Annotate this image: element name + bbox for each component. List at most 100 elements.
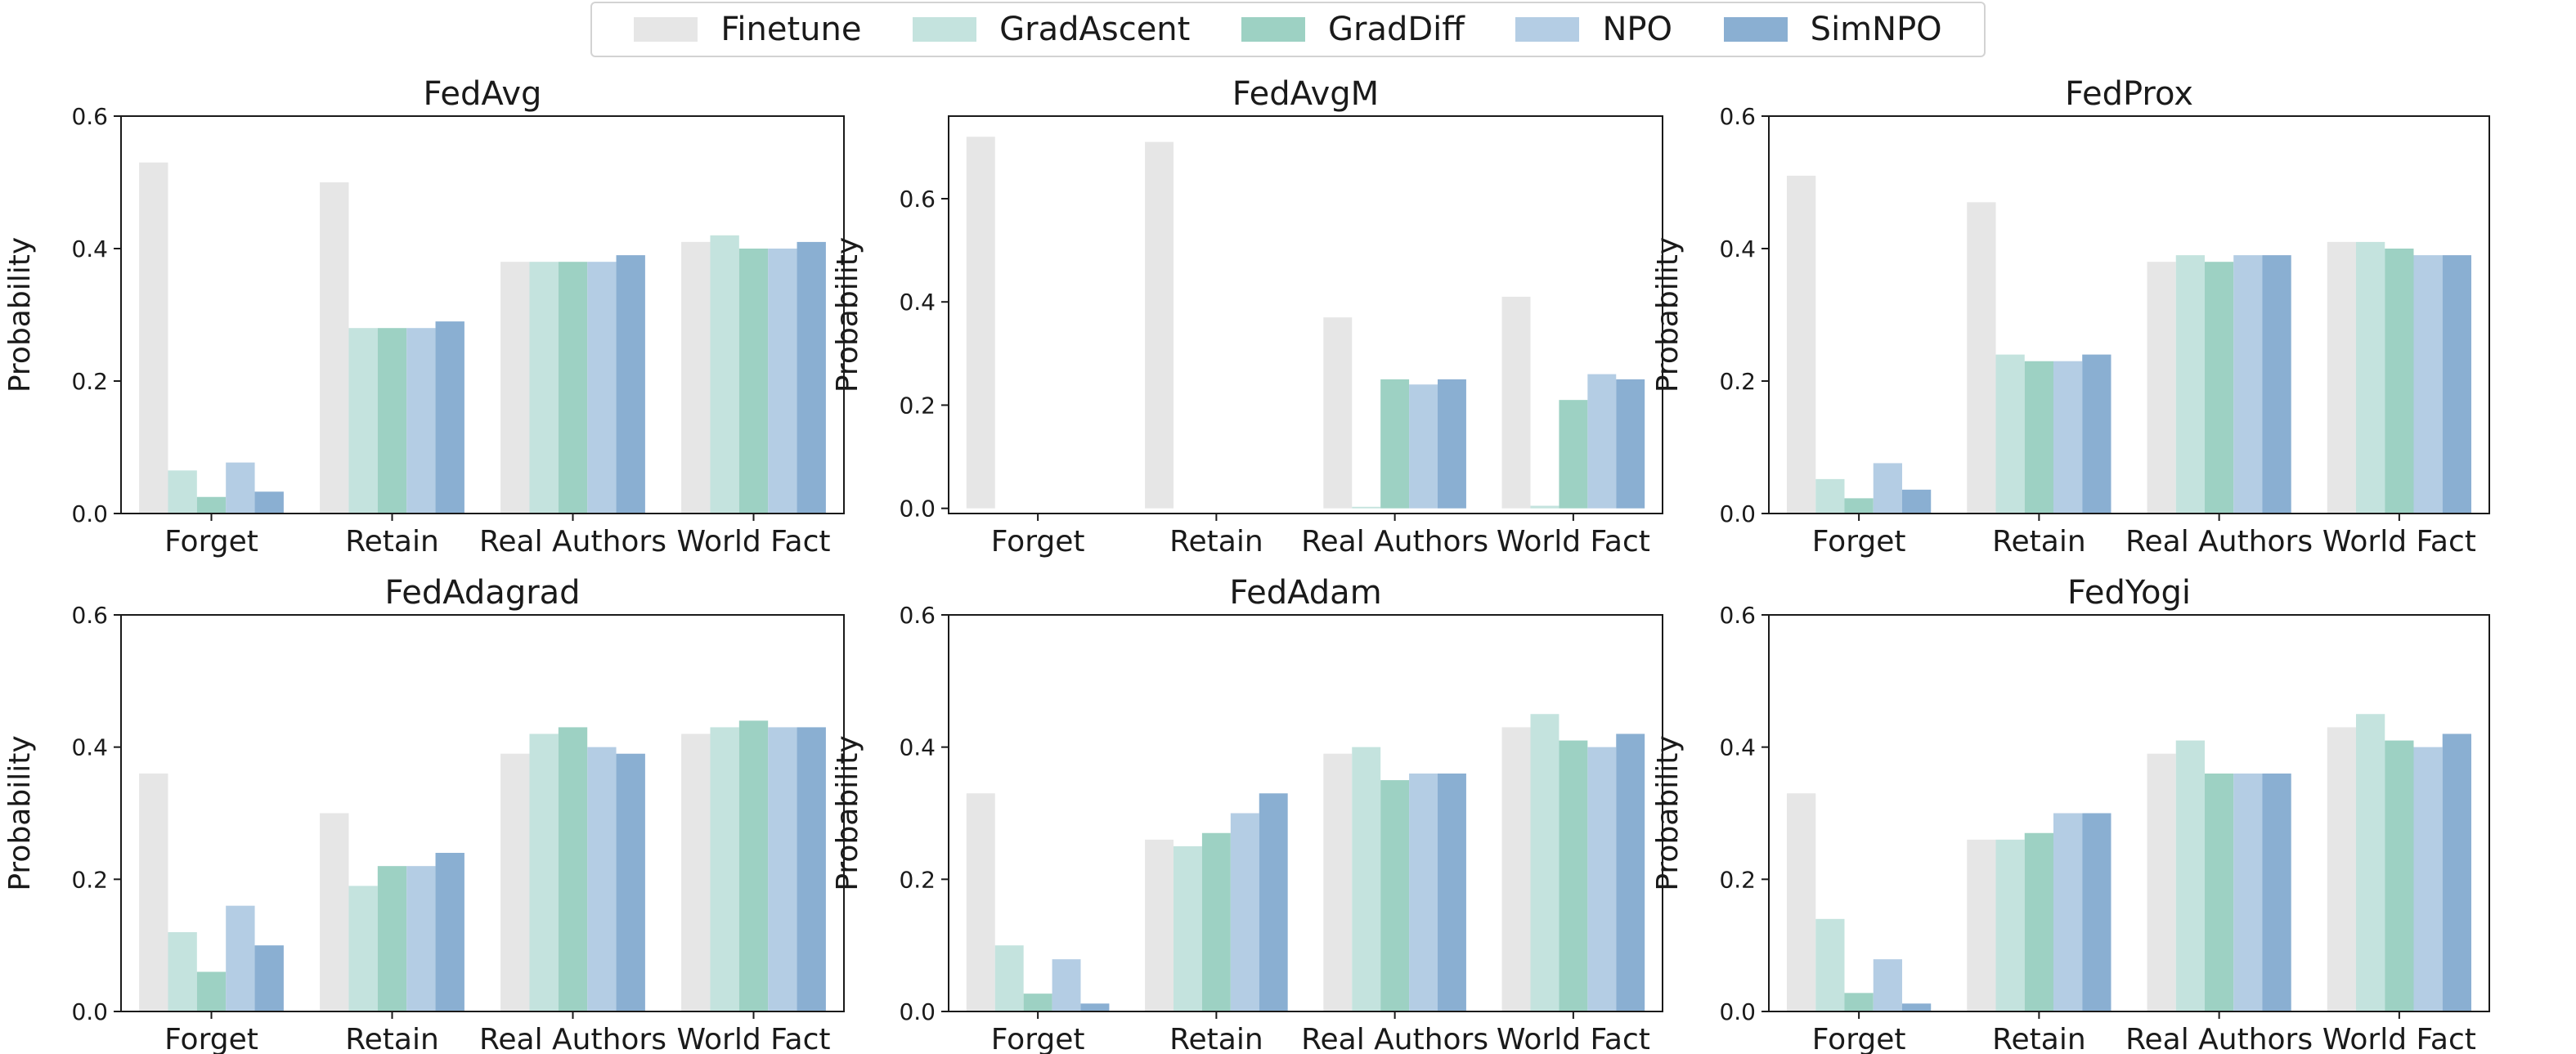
bar-finetune-real-authors <box>1323 317 1353 509</box>
y-tick-label: 0.6 <box>899 186 936 213</box>
bar-graddiff-world-fact <box>738 249 769 514</box>
bar-graddiff-world-fact <box>738 720 769 1011</box>
bar-finetune-retain <box>320 182 349 514</box>
legend-item-npo: NPO <box>1515 11 1672 48</box>
y-axis-label: Probability <box>3 735 37 890</box>
x-tick-label: Real Authors <box>2125 1023 2313 1054</box>
y-tick-label: 0.4 <box>1719 734 1756 761</box>
bar-graddiff-world-fact <box>1559 740 1588 1011</box>
bar-gradascent-forget <box>1815 478 1845 514</box>
bar-gradascent-retain <box>1173 845 1202 1011</box>
bar-gradascent-real-authors <box>529 733 559 1011</box>
x-tick-label: World Fact <box>1497 1023 1650 1054</box>
x-tick-label: Forget <box>1812 525 1906 558</box>
bar-finetune-retain <box>1967 202 1996 514</box>
bar-simnpo-forget <box>1080 1003 1110 1011</box>
bar-finetune-world-fact <box>681 241 711 514</box>
bar-graddiff-real-authors <box>1380 379 1410 509</box>
bar-finetune-retain <box>1145 141 1174 509</box>
bar-simnpo-real-authors <box>1438 379 1466 509</box>
x-tick-label: Real Authors <box>1301 525 1488 558</box>
y-tick-label: 0.4 <box>71 734 108 761</box>
bar-graddiff-retain <box>2024 832 2053 1011</box>
y-tick-label: 0.0 <box>71 500 108 527</box>
legend-item-gradascent: GradAscent <box>913 11 1190 48</box>
bar-graddiff-retain <box>377 866 407 1011</box>
bar-finetune-real-authors <box>500 262 530 514</box>
bar-finetune-retain <box>1967 839 1996 1011</box>
bar-npo-retain <box>406 866 436 1011</box>
bar-simnpo-world-fact <box>1616 733 1645 1011</box>
bar-gradascent-world-fact <box>2356 714 2385 1011</box>
bar-gradascent-real-authors <box>1352 506 1381 509</box>
y-tick-label: 0.2 <box>899 392 936 419</box>
bar-graddiff-real-authors <box>558 727 588 1011</box>
x-tick-label: World Fact <box>2322 525 2476 558</box>
bar-npo-retain <box>2053 813 2083 1011</box>
bar-graddiff-retain <box>1201 832 1231 1011</box>
subplot-title: FedYogi <box>2067 574 2191 612</box>
x-tick-label: Retain <box>1169 1023 1263 1054</box>
legend-item-finetune: Finetune <box>634 11 862 48</box>
bar-graddiff-retain <box>2024 361 2053 514</box>
bar-finetune-real-authors <box>500 753 530 1011</box>
subplot-fedadam: FedAdam Probability 0.0 0.2 0.4 0.6 Forget Reta… <box>831 574 1663 1054</box>
bar-simnpo-retain <box>435 853 464 1011</box>
bar-graddiff-real-authors <box>558 262 588 514</box>
x-tick-label: Real Authors <box>479 525 666 558</box>
legend-swatch <box>913 17 977 42</box>
bar-npo-real-authors <box>587 747 617 1011</box>
bar-npo-real-authors <box>2233 774 2263 1011</box>
bar-graddiff-world-fact <box>1559 400 1588 509</box>
legend-swatch <box>1515 17 1580 42</box>
bar-gradascent-forget <box>994 945 1024 1011</box>
bar-graddiff-world-fact <box>2385 740 2414 1011</box>
legend-label: GradDiff <box>1328 11 1465 48</box>
bar-simnpo-real-authors <box>616 255 645 514</box>
bar-npo-forget <box>226 462 255 514</box>
bar-npo-real-authors <box>1409 774 1438 1011</box>
bar-gradascent-retain <box>1995 354 2025 514</box>
legend-swatch <box>1241 17 1305 42</box>
x-tick-label: Forget <box>1812 1023 1906 1054</box>
subplot-fedavg: FedAvg Probability 0.0 0.2 0.4 0.6 Forget Retai… <box>3 75 845 558</box>
bar-graddiff-real-authors <box>2205 774 2234 1011</box>
bar-simnpo-forget <box>254 945 284 1011</box>
bar-gradascent-real-authors <box>2175 740 2206 1011</box>
y-axis-label: Probability <box>831 237 864 392</box>
legend-item-graddiff: GradDiff <box>1241 11 1465 48</box>
x-tick-label: Retain <box>1169 525 1263 558</box>
y-tick-label: 0.2 <box>1719 866 1756 893</box>
bar-simnpo-forget <box>1901 1003 1932 1011</box>
bar-finetune-retain <box>320 813 349 1011</box>
bar-npo-retain <box>406 328 436 514</box>
bar-simnpo-world-fact <box>797 241 826 514</box>
bar-graddiff-retain <box>377 328 407 514</box>
legend-label: SimNPO <box>1810 11 1942 48</box>
x-tick-label: Retain <box>1992 1023 2086 1054</box>
bar-finetune-forget <box>966 137 995 509</box>
bar-finetune-real-authors <box>1323 753 1353 1011</box>
bar-simnpo-world-fact <box>1616 379 1645 509</box>
y-tick-label: 0.2 <box>71 368 108 395</box>
bar-graddiff-real-authors <box>1380 780 1410 1011</box>
bar-npo-real-authors <box>587 262 617 514</box>
bar-finetune-real-authors <box>2147 262 2176 514</box>
legend-swatch <box>634 17 698 42</box>
legend: Finetune GradAscent GradDiff NPO SimNPO <box>590 2 1986 57</box>
bar-gradascent-world-fact <box>2356 241 2385 514</box>
bar-gradascent-real-authors <box>2175 255 2206 514</box>
y-tick-label: 0.0 <box>899 496 936 523</box>
y-tick-label: 0.2 <box>899 866 936 893</box>
legend-item-simnpo: SimNPO <box>1723 11 1942 48</box>
bar-npo-retain <box>1230 813 1259 1011</box>
bar-finetune-real-authors <box>2147 753 2176 1011</box>
bar-graddiff-forget <box>196 971 227 1011</box>
y-axis-label: Probability <box>1651 735 1685 890</box>
axes-frame <box>1768 614 2490 1012</box>
y-tick-label: 0.4 <box>899 734 936 761</box>
y-tick-label: 0.0 <box>71 998 108 1025</box>
subplot-fedyogi: FedYogi Probability 0.0 0.2 0.4 0.6 Forget Reta… <box>1651 574 2490 1054</box>
x-tick-label: Real Authors <box>1301 1023 1488 1054</box>
x-tick-label: World Fact <box>2322 1023 2476 1054</box>
